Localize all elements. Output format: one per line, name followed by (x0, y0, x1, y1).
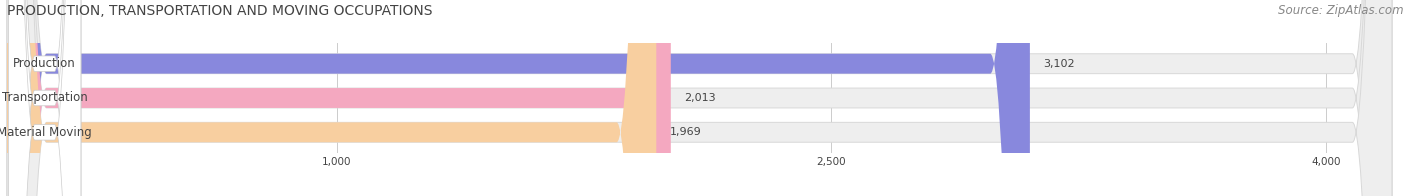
Text: Production: Production (13, 57, 76, 70)
Text: 2,013: 2,013 (683, 93, 716, 103)
FancyBboxPatch shape (8, 0, 82, 196)
Text: Source: ZipAtlas.com: Source: ZipAtlas.com (1278, 4, 1403, 17)
Text: 3,102: 3,102 (1043, 59, 1074, 69)
FancyBboxPatch shape (8, 0, 82, 196)
FancyBboxPatch shape (7, 0, 1029, 196)
Text: Material Moving: Material Moving (0, 126, 91, 139)
Text: Transportation: Transportation (1, 92, 87, 104)
FancyBboxPatch shape (7, 0, 1392, 196)
FancyBboxPatch shape (7, 0, 1392, 196)
FancyBboxPatch shape (7, 0, 1392, 196)
Text: PRODUCTION, TRANSPORTATION AND MOVING OCCUPATIONS: PRODUCTION, TRANSPORTATION AND MOVING OC… (7, 4, 433, 18)
Text: 1,969: 1,969 (669, 127, 702, 137)
FancyBboxPatch shape (7, 0, 657, 196)
FancyBboxPatch shape (7, 0, 671, 196)
FancyBboxPatch shape (8, 0, 82, 196)
